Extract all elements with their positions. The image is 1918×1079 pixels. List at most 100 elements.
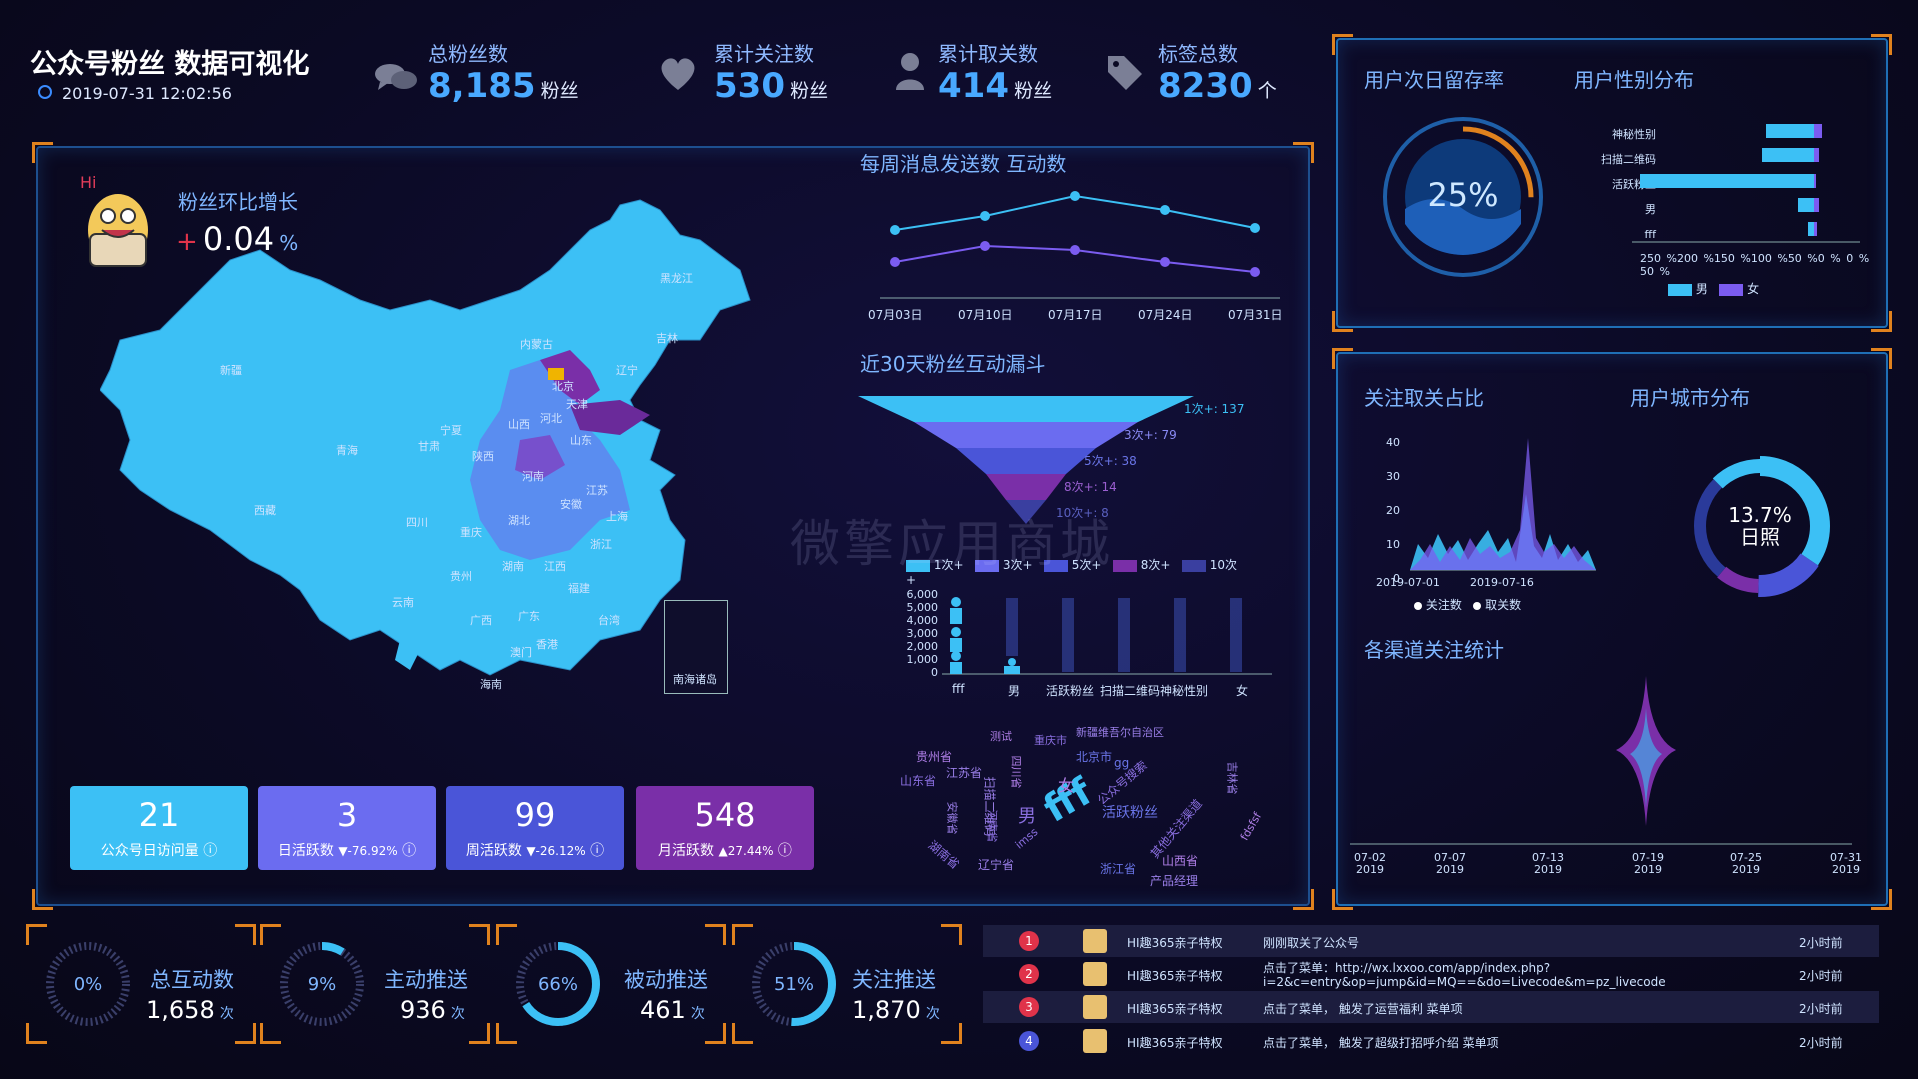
pictorial-yaxis: 6,000 5,000 4,000 3,000 2,000 1,000 0 <box>906 588 939 679</box>
tag-icon <box>1104 52 1144 92</box>
city-title: 用户城市分布 <box>1630 386 1750 410</box>
svg-text:Hi: Hi <box>80 173 96 192</box>
region-label: 陕西 <box>472 450 494 463</box>
china-map[interactable] <box>99 190 770 700</box>
funnel-label: 8次+: 14 <box>1064 480 1117 494</box>
stat-follow: 530 粉丝 <box>714 66 829 106</box>
region-label: 新疆 <box>220 364 242 377</box>
chat-icon <box>374 62 418 92</box>
channel-xtick: 07-31 2019 <box>1830 851 1862 876</box>
city-donut: 13.7% 日照 <box>1682 448 1838 604</box>
region-label: 山西 <box>508 418 530 431</box>
region-label: 湖北 <box>508 514 530 527</box>
region-label: 广西 <box>470 614 492 627</box>
pictorial-chart <box>942 594 1272 678</box>
region-label: 北京 <box>552 380 574 393</box>
channel-xtick: 07-13 2019 <box>1532 851 1564 876</box>
feed-row[interactable]: 2 HI趣365亲子特权 点击了菜单：http://wx.lxxoo.com/a… <box>983 957 1879 991</box>
header-datetime: 2019-07-31 12:02:56 <box>62 84 232 103</box>
avatar <box>1083 929 1107 953</box>
region-label: 青海 <box>336 444 358 457</box>
pictorial-tick: 男 <box>1008 684 1021 698</box>
region-label: 香港 <box>536 638 558 651</box>
kpi-card[interactable]: 548 月活跃数 ▲27.44% ⓘ <box>636 786 814 870</box>
region-label: 江苏 <box>586 484 608 497</box>
pictorial-tick: 扫描二维码 <box>1100 684 1161 698</box>
channel-xtick: 07-02 2019 <box>1354 851 1386 876</box>
follow-yaxis: 40 30 20 10 0 <box>1386 436 1400 585</box>
pictorial-tick: 活跃粉丝 <box>1046 684 1095 698</box>
feed-row[interactable]: 1 HI趣365亲子特权 刚刚取关了公众号 2小时前 <box>983 925 1879 957</box>
follow-xtick: 2019-07-16 <box>1470 576 1534 589</box>
stat-label-follow: 累计关注数 <box>714 42 814 66</box>
funnel-title: 近30天粉丝互动漏斗 <box>860 352 1046 376</box>
weekly-tick: 07月03日 <box>868 308 923 322</box>
region-label: 黑龙江 <box>660 272 693 285</box>
kpi-card[interactable]: 3 日活跃数 ▼-76.92% ⓘ <box>258 786 436 870</box>
region-label: 广东 <box>518 610 540 623</box>
stat-fans: 8,185 粉丝 <box>428 66 579 106</box>
stat-label-fans: 总粉丝数 <box>428 42 508 66</box>
gender-xaxis: 250 %200 %150 %100 %50 %0 % 0 % 50 % <box>1640 252 1870 278</box>
region-label: 河北 <box>540 412 562 425</box>
follow-xtick: 2019-07-01 <box>1376 576 1440 589</box>
kpi-card[interactable]: 21 公众号日访问量 ⓘ <box>70 786 248 870</box>
region-label: 重庆 <box>460 526 482 539</box>
avatar <box>1083 962 1107 986</box>
avatar <box>1083 995 1107 1019</box>
funnel-chart <box>858 392 1194 532</box>
kpi-card[interactable]: 99 周活跃数 ▼-26.12% ⓘ <box>446 786 624 870</box>
mascot-image: Hi <box>74 172 158 272</box>
stat-tags: 8230 个 <box>1158 66 1277 106</box>
region-label: 上海 <box>606 510 628 523</box>
region-label: 澳门 <box>510 646 532 659</box>
right-lower-panel <box>1332 348 1892 910</box>
pictorial-tick: 神秘性别 <box>1160 684 1209 698</box>
word-cloud: fff 新疆维吾尔自治区 重庆市 北京市 贵州省 江苏省 山东省 浙江省 湖南省… <box>900 726 1265 888</box>
follow-area-chart <box>1408 434 1598 574</box>
user-icon <box>894 52 926 92</box>
page-title: 公众号粉丝 数据可视化 <box>30 49 310 80</box>
feed-row[interactable]: 4 HI趣365亲子特权 点击了菜单， 触发了超级打招呼介绍 菜单项 2小时前 <box>983 1025 1879 1057</box>
channel-xtick: 07-07 2019 <box>1434 851 1466 876</box>
growth-value: + 0.04 % <box>176 220 299 258</box>
stat-unfollow: 414 粉丝 <box>938 66 1053 106</box>
funnel-label: 1次+: 137 <box>1184 402 1245 416</box>
region-label: 内蒙古 <box>520 338 553 351</box>
growth-label: 粉丝环比增长 <box>178 190 298 214</box>
south-sea-inset: 南海诸岛 <box>664 600 728 694</box>
feed-row[interactable]: 3 HI趣365亲子特权 点击了菜单， 触发了运营福利 菜单项 2小时前 <box>983 991 1879 1023</box>
region-label: 云南 <box>392 596 414 609</box>
region-label: 西藏 <box>254 504 276 517</box>
ring-card: 0% 总互动数 1,658 次 <box>26 924 256 1044</box>
ring-card: 66% 被动推送 461 次 <box>496 924 726 1044</box>
retention-panel <box>1332 34 1892 332</box>
weekly-tick: 07月24日 <box>1138 308 1193 322</box>
ring-card: 51% 关注推送 1,870 次 <box>732 924 962 1044</box>
region-label: 江西 <box>544 560 566 573</box>
channel-title: 各渠道关注统计 <box>1364 638 1504 662</box>
gender-title: 用户性别分布 <box>1574 68 1694 92</box>
region-label: 福建 <box>568 582 590 595</box>
stat-label-tags: 标签总数 <box>1158 42 1238 66</box>
region-label: 湖南 <box>502 560 524 573</box>
retention-title: 用户次日留存率 <box>1364 68 1504 92</box>
weekly-tick: 07月10日 <box>958 308 1013 322</box>
region-label: 贵州 <box>450 570 472 583</box>
watermark: 微擎应用商城 <box>790 515 1114 573</box>
region-label: 宁夏 <box>440 424 462 437</box>
region-label: 浙江 <box>590 538 612 551</box>
follow-legend: 关注数 取关数 <box>1414 596 1521 613</box>
ring-card: 9% 主动推送 936 次 <box>260 924 490 1044</box>
funnel-legend: 1次+ 3次+ 5次+ 8次+ 10次+ <box>906 558 1238 587</box>
weekly-title: 每周消息发送数 互动数 <box>860 152 1067 176</box>
funnel-label: 5次+: 38 <box>1084 454 1137 468</box>
region-label: 台湾 <box>598 614 620 627</box>
region-label: 山东 <box>570 434 592 447</box>
region-label: 安徽 <box>560 498 582 511</box>
gender-bar-chart <box>1630 118 1870 248</box>
region-label: 四川 <box>406 516 428 529</box>
clock-icon <box>38 85 52 99</box>
gender-legend: 男 女 <box>1668 280 1759 297</box>
stat-label-unfollow: 累计取关数 <box>938 42 1038 66</box>
